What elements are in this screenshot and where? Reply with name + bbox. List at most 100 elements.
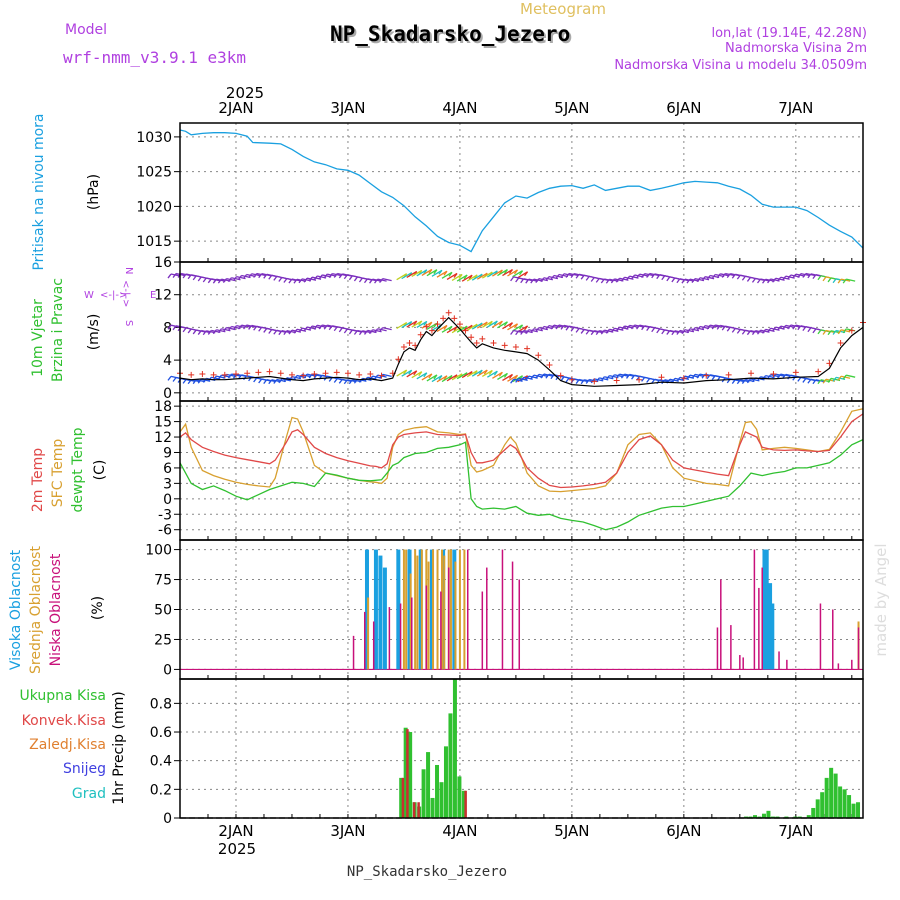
wind-barb-head <box>686 278 691 284</box>
wind-barb-head <box>192 379 197 385</box>
wind-barb-head <box>318 324 323 330</box>
total-rain-bar <box>847 795 852 818</box>
wind-barb <box>441 325 453 333</box>
wind-barb-head <box>641 273 646 278</box>
wind-barb-head <box>696 326 701 331</box>
gust-marker <box>400 344 407 351</box>
wind-barb-head <box>610 278 615 284</box>
wind-barb-head <box>812 328 817 334</box>
y-tick-label: 3 <box>163 476 172 492</box>
legend-hail: Grad <box>72 786 106 802</box>
wind-barb-head <box>721 325 726 331</box>
wind-barb-head <box>217 328 222 334</box>
wind-barb-head <box>453 326 458 332</box>
wind-barb-head <box>438 375 443 380</box>
wind-barb-head <box>530 278 535 284</box>
wind-barb-head <box>620 373 625 379</box>
wind-barb-head <box>348 275 353 281</box>
wind-barb <box>426 374 438 382</box>
wind-barb-head <box>837 329 842 335</box>
wind-barb-head <box>625 374 631 379</box>
elevation-text: Nadmorska Visina 2m <box>725 41 867 56</box>
wind-barb <box>382 326 392 331</box>
gust-marker <box>815 368 822 375</box>
wind-barb-head <box>374 278 379 284</box>
gust-marker <box>826 360 833 367</box>
wind-barb-head <box>498 320 503 326</box>
wind-barb <box>396 369 407 377</box>
wind-barb <box>466 370 478 378</box>
mid-cloud-bar <box>441 549 444 670</box>
wind-barb <box>487 320 498 328</box>
mid-cloud-bar <box>443 555 446 670</box>
gust-marker <box>479 335 486 342</box>
low-cloud-bar <box>388 607 391 670</box>
wind-barb-head <box>318 274 323 280</box>
gust-marker <box>490 339 497 346</box>
wind-barb-head <box>686 374 691 380</box>
wind-barb-head <box>575 327 580 333</box>
wind-barb <box>377 328 387 332</box>
wind-barb-head <box>238 324 243 330</box>
total-rain-bar <box>439 782 444 818</box>
wind-barb-head <box>530 374 535 380</box>
low-cloud-bar <box>486 567 488 670</box>
gust-marker <box>636 376 643 383</box>
wind-barb <box>426 269 438 277</box>
top-day-label: 3JAN <box>330 99 365 117</box>
low-cloud-bar <box>440 591 442 670</box>
y-tick-label: -3 <box>158 507 172 523</box>
wind-barb-head <box>338 378 343 384</box>
total-rain-bar <box>753 815 758 818</box>
wind-barb <box>451 373 463 381</box>
wind-barb-head <box>651 273 656 279</box>
wind-barb-head <box>515 377 520 383</box>
wind-barb <box>401 369 413 377</box>
gust-marker <box>311 371 318 378</box>
wind-barb-head <box>298 278 303 284</box>
y-tick-label: 4 <box>163 353 172 369</box>
wind-barb-head <box>842 374 847 380</box>
y-tick-label: 18 <box>154 399 172 415</box>
wind-barb <box>476 272 488 280</box>
wind-barb <box>840 329 851 333</box>
wind-barb-head <box>503 269 508 274</box>
gust-marker <box>613 377 620 384</box>
wind-barb-head <box>676 278 681 284</box>
high-cloud-bar <box>762 549 767 670</box>
wind-barb-head <box>641 325 646 331</box>
high-cloud-bar <box>407 549 412 670</box>
sfctemp-label: SFC Temp <box>50 439 66 508</box>
wind-barb-head <box>797 376 802 382</box>
station-title-shadow: NP_Skadarsko_Jezero <box>332 24 572 48</box>
gust-marker <box>680 375 687 382</box>
wind-barb-head <box>515 277 520 283</box>
wind-barb-head <box>530 328 535 334</box>
wind-barb-head <box>767 374 772 380</box>
wind-barb <box>416 372 428 380</box>
wind-barb-head <box>463 274 468 280</box>
y-tick-label: 0 <box>163 386 172 402</box>
high-cloud-bar <box>441 549 446 670</box>
low-cloud-bar <box>837 663 840 670</box>
total-rain-bar <box>851 803 856 818</box>
svg-text:<-|->: <-|-> <box>100 290 127 301</box>
gust-marker <box>428 327 435 334</box>
wind-barb <box>502 373 513 382</box>
gust-marker <box>199 371 206 378</box>
dewpt-line <box>179 439 864 531</box>
legend-snow: Snijeg <box>63 761 106 777</box>
wind-barb <box>421 321 433 329</box>
gust-marker <box>367 371 374 378</box>
wind-labels: 10m Vjetar Brzina i Pravac (m/s) N S W E… <box>30 267 156 382</box>
wind-barb-head <box>227 373 232 379</box>
total-rain-bar <box>824 777 829 818</box>
wind-barb-head <box>278 330 283 336</box>
wind-barb-head <box>513 269 519 275</box>
wind-barb-head <box>298 327 303 333</box>
wind-barb-head <box>797 273 802 278</box>
wind-barb-head <box>288 278 293 284</box>
wind-barb <box>401 321 413 329</box>
gust-marker <box>232 371 239 378</box>
gust-marker <box>445 309 452 316</box>
